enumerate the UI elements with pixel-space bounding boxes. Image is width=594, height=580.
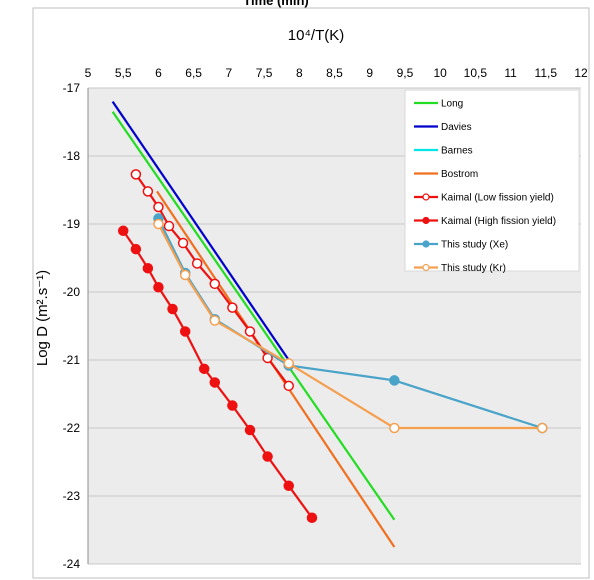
cut-off-chart-title: Time (min) xyxy=(243,0,309,8)
x-tick-label: 6,5 xyxy=(185,66,202,80)
data-point xyxy=(209,377,221,388)
data-point xyxy=(283,380,294,392)
data-point xyxy=(167,303,178,315)
legend-label: Kaimal (High fission yield) xyxy=(441,216,556,227)
x-tick-label: 6 xyxy=(155,66,162,80)
data-point xyxy=(244,326,256,337)
y-axis-ticks: -17 -18 -19 -20 -21 -22 -23 -24 xyxy=(63,81,81,571)
legend-label: Davies xyxy=(441,122,472,133)
y-tick-label: -17 xyxy=(63,81,81,95)
legend-item: Kaimal (Low fission yield) xyxy=(414,193,554,204)
data-point xyxy=(179,326,191,337)
legend-item: Barnes xyxy=(414,146,473,157)
data-point xyxy=(117,225,129,237)
data-point xyxy=(142,262,154,274)
legend-label: Bostrom xyxy=(441,169,478,180)
x-tick-label: 8,5 xyxy=(326,66,343,80)
x-tick-label: 8 xyxy=(296,66,303,80)
x-tick-label: 10,5 xyxy=(464,66,488,80)
legend-item: Long xyxy=(414,99,463,110)
data-point xyxy=(227,400,238,411)
data-point xyxy=(142,186,154,197)
legend-item: Bostrom xyxy=(414,169,478,180)
y-tick-label: -19 xyxy=(63,217,81,231)
y-tick-label: -21 xyxy=(63,353,81,367)
series-line xyxy=(111,100,290,361)
legend-marker xyxy=(422,240,430,248)
y-tick-label: -18 xyxy=(63,149,81,163)
x-tick-label: 5,5 xyxy=(115,66,132,80)
x-axis-ticks: 5 5,5 6 6,5 7 7,5 8 8,5 9 9,5 10 10,5 11 11,5 12 xyxy=(85,66,588,80)
legend-label: This study (Kr) xyxy=(441,263,506,274)
legend-label: This study (Xe) xyxy=(441,240,508,251)
series-kaimal-high-fission-yield xyxy=(117,225,318,524)
x-tick-label: 10 xyxy=(433,66,447,80)
data-point xyxy=(537,422,548,434)
legend-box xyxy=(404,89,580,272)
data-point xyxy=(283,480,294,492)
series-line xyxy=(111,111,396,521)
x-axis-title: 10⁴/T(K) xyxy=(288,27,344,44)
data-point xyxy=(177,237,189,249)
legend: Long Davies Barnes Bostrom Kaimal (Low fissi… xyxy=(404,89,580,274)
series-kaimal-low-fission-yield xyxy=(130,169,294,392)
legend-marker xyxy=(422,216,430,225)
legend-item: This study (Kr) xyxy=(414,263,506,274)
legend-item: Davies xyxy=(414,122,472,133)
data-point xyxy=(179,269,191,281)
data-point xyxy=(283,358,294,369)
data-point xyxy=(130,243,142,255)
data-point xyxy=(153,218,164,230)
data-point xyxy=(209,315,221,326)
x-tick-label: 12 xyxy=(574,66,588,80)
y-tick-label: -22 xyxy=(63,421,81,435)
x-tick-label: 11 xyxy=(504,66,517,80)
x-tick-label: 11,5 xyxy=(535,66,558,80)
data-point xyxy=(209,278,221,290)
series-this-study-kr xyxy=(153,218,548,434)
y-tick-label: -20 xyxy=(63,285,81,299)
legend-label: Long xyxy=(441,99,463,110)
legend-label: Kaimal (Low fission yield) xyxy=(441,193,554,204)
legend-label: Barnes xyxy=(441,146,473,157)
data-point xyxy=(153,201,164,213)
data-point xyxy=(262,451,273,462)
data-point xyxy=(306,512,318,524)
x-tick-label: 7 xyxy=(226,66,233,80)
y-axis-title: Log D (m².s⁻¹) xyxy=(34,270,51,366)
data-point xyxy=(163,220,175,232)
data-point xyxy=(191,258,203,269)
x-tick-label: 9,5 xyxy=(397,66,414,80)
legend-item: Kaimal (High fission yield) xyxy=(414,216,556,227)
series-group xyxy=(111,100,548,548)
data-point xyxy=(198,363,210,375)
legend-marker xyxy=(422,193,430,201)
data-point xyxy=(389,422,400,434)
y-tick-label: -23 xyxy=(63,489,81,503)
data-point xyxy=(130,169,142,180)
series-line xyxy=(157,223,543,430)
legend-item: This study (Xe) xyxy=(414,240,508,251)
series-davies xyxy=(111,100,290,361)
series-long xyxy=(111,111,396,521)
data-point xyxy=(153,281,164,293)
legend-marker xyxy=(422,263,430,272)
x-tick-label: 5 xyxy=(85,66,92,80)
data-point xyxy=(227,302,238,313)
data-point xyxy=(389,375,400,386)
data-point xyxy=(244,424,256,436)
x-tick-label: 7,5 xyxy=(256,66,273,80)
y-tick-label: -24 xyxy=(63,557,81,571)
x-tick-label: 9 xyxy=(366,66,373,80)
